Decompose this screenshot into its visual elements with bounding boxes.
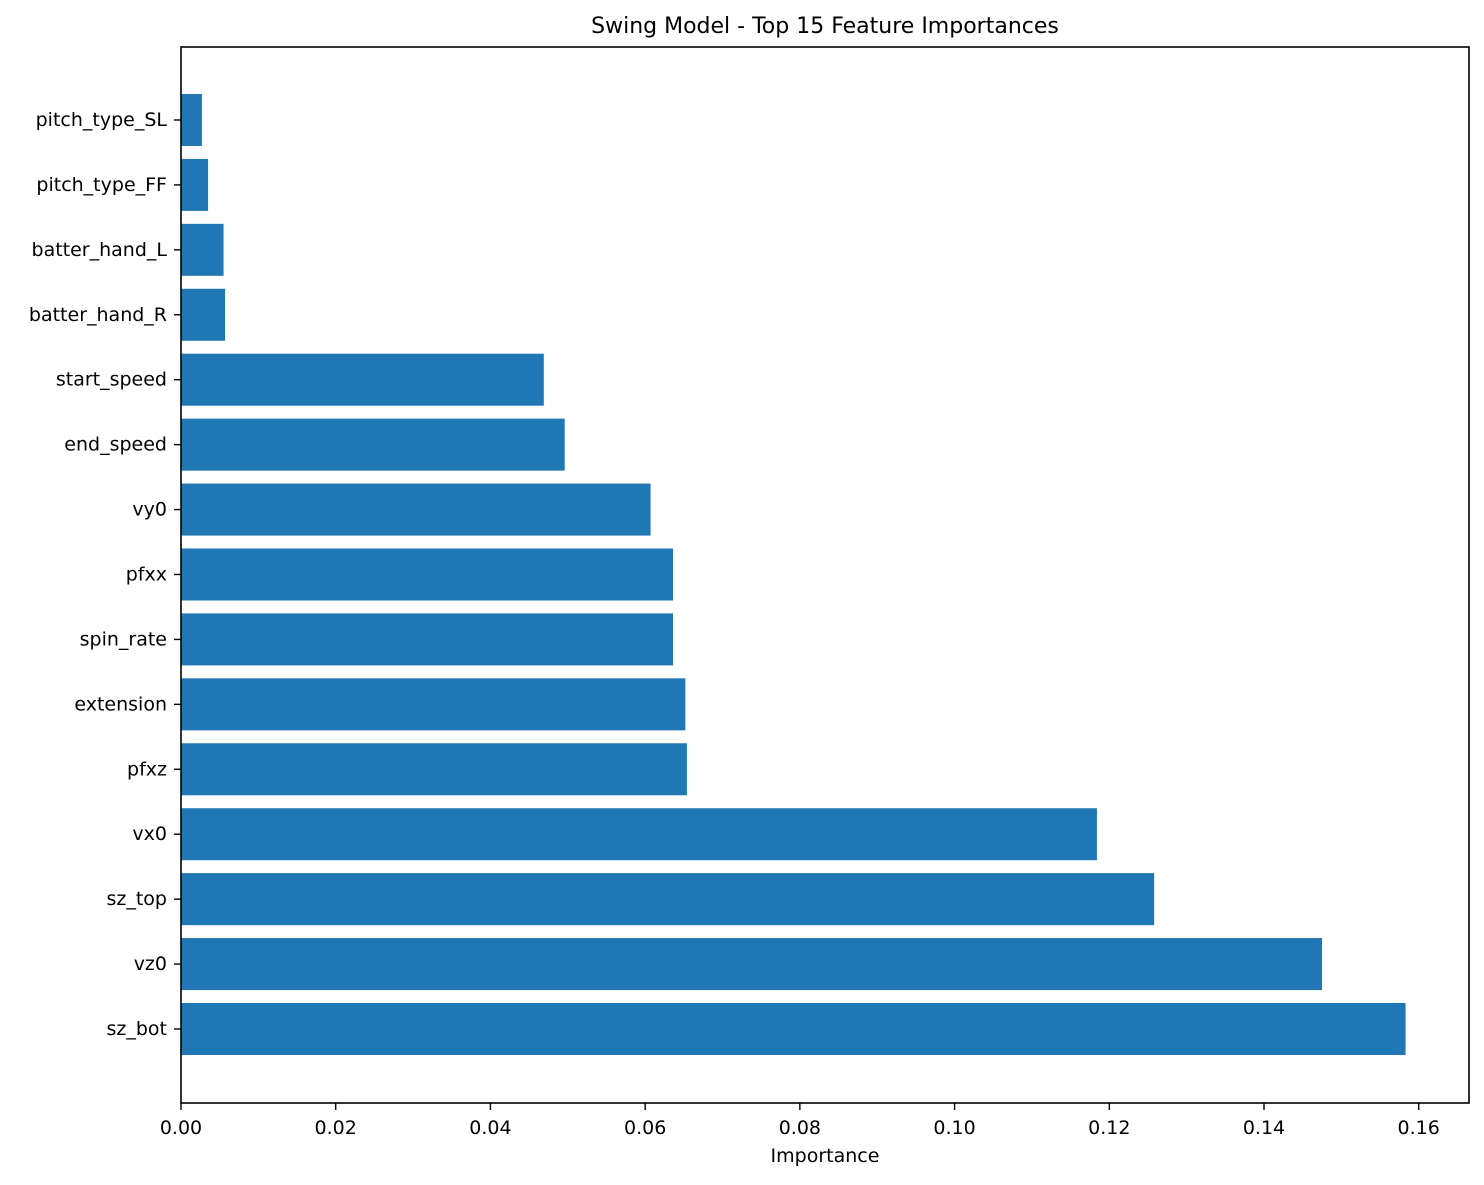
y-tick-label: vx0 — [132, 823, 167, 845]
y-tick-label: vy0 — [132, 499, 167, 521]
y-tick-label: sz_top — [106, 888, 167, 910]
y-tick-label: end_speed — [64, 434, 167, 456]
bar-vz0 — [181, 938, 1323, 991]
bar-pfxx — [181, 548, 673, 601]
x-axis-label: Importance — [771, 1145, 880, 1167]
bar-end-speed — [181, 418, 565, 471]
x-tick-label: 0.04 — [469, 1117, 511, 1139]
bar-vy0 — [181, 483, 651, 536]
bar-batter-hand-R — [181, 288, 226, 341]
bar-sz-top — [181, 873, 1155, 926]
x-tick-label: 0.12 — [1088, 1117, 1130, 1139]
bar-batter-hand-L — [181, 223, 224, 276]
bar-pitch-type-SL — [181, 93, 202, 146]
y-tick-label: vz0 — [134, 953, 167, 975]
y-tick-label: spin_rate — [80, 628, 167, 650]
chart-title: Swing Model - Top 15 Feature Importances — [591, 14, 1059, 39]
x-tick-label: 0.02 — [315, 1117, 357, 1139]
bar-start-speed — [181, 353, 544, 406]
y-tick-label: pitch_type_SL — [36, 109, 168, 131]
y-tick-label: sz_bot — [106, 1018, 167, 1040]
y-tick-label: extension — [74, 693, 167, 715]
bar-vx0 — [181, 808, 1097, 861]
x-tick-label: 0.00 — [160, 1117, 202, 1139]
plot-frame — [180, 46, 1470, 1104]
x-tick-label: 0.06 — [624, 1117, 666, 1139]
y-tick-label: start_speed — [56, 369, 167, 391]
y-tick-label: batter_hand_L — [32, 239, 168, 261]
x-tick-label: 0.08 — [779, 1117, 821, 1139]
x-tick-label: 0.16 — [1398, 1117, 1440, 1139]
y-tick-label: pitch_type_FF — [36, 174, 167, 196]
x-tick-label: 0.14 — [1243, 1117, 1285, 1139]
y-tick-label: pfxx — [126, 563, 167, 585]
y-tick-label: pfxz — [127, 758, 167, 780]
bar-extension — [181, 678, 686, 731]
x-tick-label: 0.10 — [933, 1117, 975, 1139]
bar-pitch-type-FF — [181, 158, 209, 211]
bar-pfxz — [181, 743, 687, 796]
y-tick-label: batter_hand_R — [29, 304, 167, 326]
bar-spin-rate — [181, 613, 673, 666]
bar-sz-bot — [181, 1003, 1406, 1055]
y-tick-labels: sz_bot vz0 sz_top vx0 pfxz extension spin_rate… — [29, 109, 181, 1040]
x-tick-labels: 0.00 0.02 0.04 0.06 0.08 0.10 0.12 0.14 0.16 — [160, 1103, 1440, 1139]
bars-layer — [181, 93, 1406, 1055]
